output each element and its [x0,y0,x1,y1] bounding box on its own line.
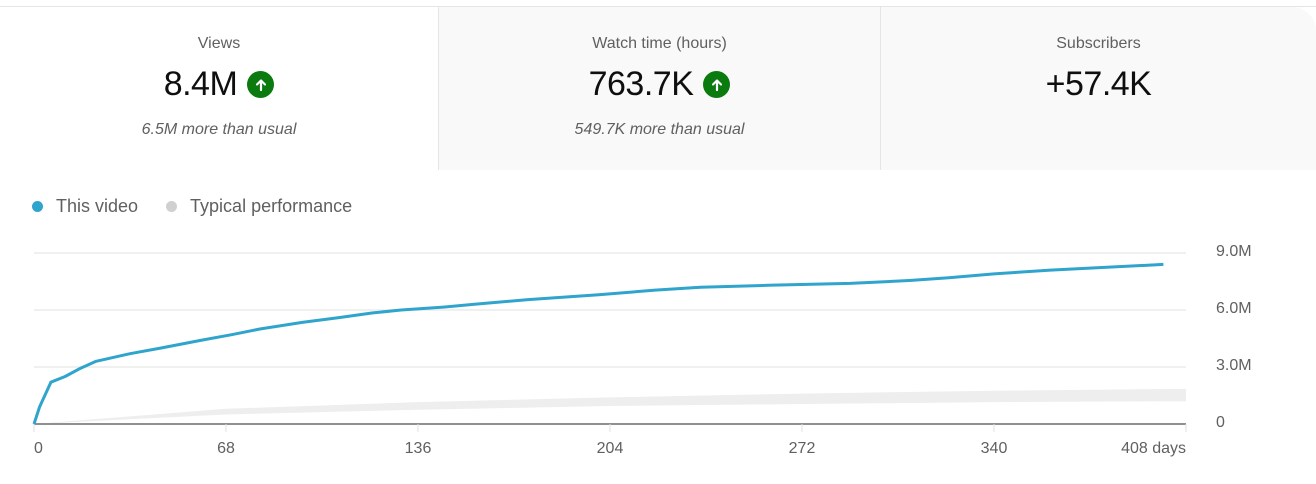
metric-cards: Views 8.4M 6.5M more than usual Watch ti… [0,6,1316,170]
y-tick-label: 0 [1216,414,1225,431]
y-tick-label: 6.0M [1216,300,1252,317]
watch-time-card[interactable]: Watch time (hours) 763.7K 549.7K more th… [439,7,881,170]
x-tick-label: 272 [788,440,816,457]
card-value: 8.4M [163,65,238,103]
gridlines [34,252,1186,368]
x-tick-marks [33,424,1187,432]
subscribers-card[interactable]: Subscribers +57.4K [881,7,1316,170]
legend-label: Typical performance [190,196,353,216]
card-label: Subscribers [1056,35,1141,52]
card-note: 549.7K more than usual [574,121,745,138]
chart-legend: This video Typical performance [32,196,380,217]
legend-typical-performance[interactable]: Typical performance [166,196,352,217]
card-note: 6.5M more than usual [141,121,297,138]
typical-dot-icon [166,201,178,212]
card-label: Watch time (hours) [592,35,727,52]
arrow-up-icon [703,71,731,98]
x-tick-label: 68 [217,440,235,457]
arrow-up-icon [247,71,275,98]
x-tick-label: 136 [404,440,432,457]
views-card[interactable]: Views 8.4M 6.5M more than usual [0,7,439,170]
x-tick-label: 340 [980,440,1008,457]
card-value: 763.7K [588,65,694,103]
this-video-dot-icon [32,201,43,212]
card-value: +57.4K [1045,65,1152,103]
y-tick-label: 3.0M [1216,357,1252,374]
x-tick-label: 408 days [1121,440,1186,457]
y-tick-label: 9.0M [1216,243,1252,260]
this-video-line [32,262,1164,425]
views-line-chart[interactable] [0,230,1316,440]
typical-performance-band [34,388,1186,424]
legend-label: This video [56,196,139,216]
card-label: Views [197,35,241,52]
x-tick-label: 0 [34,440,43,457]
legend-this-video[interactable]: This video [32,196,138,217]
x-tick-label: 204 [596,440,624,457]
